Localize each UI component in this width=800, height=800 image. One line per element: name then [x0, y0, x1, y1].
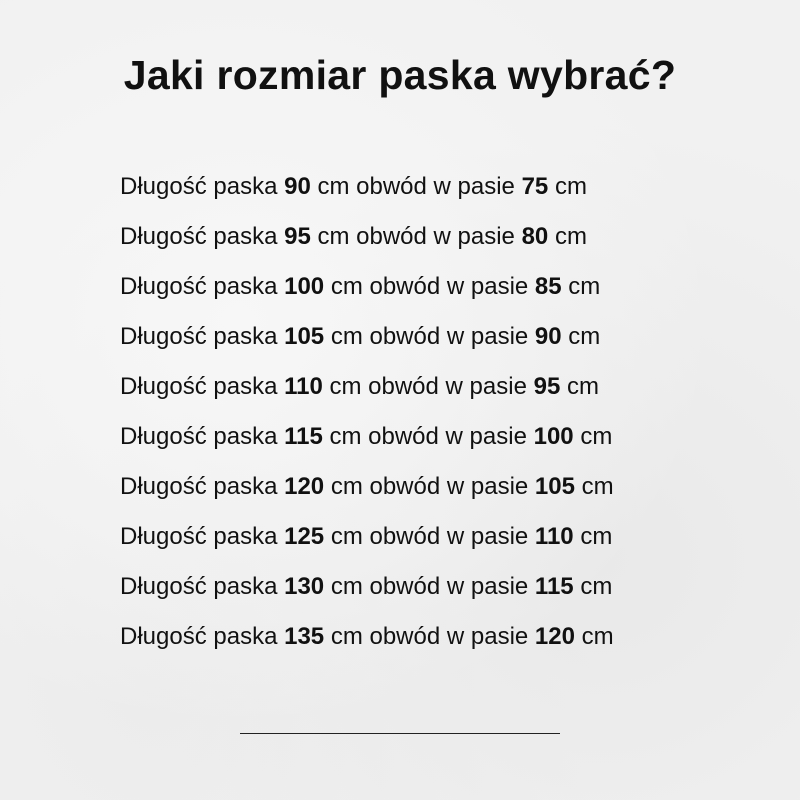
waist-label: obwód w pasie [369, 323, 529, 350]
unit: cm [330, 323, 363, 350]
length-label: Długość paska [120, 573, 278, 600]
unit: cm [554, 173, 587, 200]
size-row: Długość paska 105 cm obwód w pasie 90 cm [120, 320, 614, 370]
size-row: Długość paska 130 cm obwód w pasie 115 c… [120, 570, 614, 620]
unit: cm [329, 373, 362, 400]
waist-label: obwód w pasie [369, 623, 529, 650]
size-row: Długość paska 125 cm obwód w pasie 110 c… [120, 520, 614, 570]
length-label: Długość paska [120, 473, 278, 500]
length-label: Długość paska [120, 523, 278, 550]
waist-label: obwód w pasie [356, 223, 515, 250]
waist-size: 120 [534, 623, 575, 650]
unit: cm [317, 173, 350, 200]
unit: cm [581, 473, 614, 500]
unit: cm [329, 423, 362, 450]
waist-label: obwód w pasie [356, 173, 515, 200]
belt-length: 95 [284, 223, 311, 250]
unit: cm [580, 523, 613, 550]
size-row: Długość paska 115 cm obwód w pasie 100 c… [120, 420, 614, 470]
unit: cm [554, 223, 587, 250]
size-row: Długość paska 120 cm obwód w pasie 105 c… [120, 470, 614, 520]
waist-size: 80 [521, 223, 549, 250]
unit: cm [317, 223, 350, 250]
waist-size: 90 [534, 323, 562, 350]
waist-size: 100 [533, 423, 574, 450]
length-label: Długość paska [120, 373, 278, 400]
belt-length: 110 [284, 373, 323, 400]
waist-size: 105 [534, 473, 575, 500]
unit: cm [330, 573, 363, 600]
length-label: Długość paska [120, 423, 278, 450]
belt-length: 115 [284, 423, 323, 450]
belt-length: 90 [284, 173, 311, 200]
size-row: Długość paska 135 cm obwód w pasie 120 c… [120, 620, 614, 670]
unit: cm [330, 273, 363, 300]
length-label: Długość paska [120, 323, 278, 350]
unit: cm [330, 473, 363, 500]
waist-label: obwód w pasie [369, 273, 529, 300]
size-list: Długość paska 90 cm obwód w pasie 75 cm D… [120, 170, 614, 670]
belt-length: 120 [284, 473, 325, 500]
length-label: Długość paska [120, 173, 278, 200]
waist-size: 95 [533, 373, 561, 400]
length-label: Długość paska [120, 223, 278, 250]
unit: cm [580, 573, 613, 600]
belt-length: 135 [284, 623, 325, 650]
unit: cm [330, 623, 363, 650]
belt-length: 130 [284, 573, 325, 600]
size-row: Długość paska 110 cm obwód w pasie 95 cm [120, 370, 614, 420]
size-row: Długość paska 90 cm obwód w pasie 75 cm [120, 170, 614, 220]
waist-label: obwód w pasie [368, 373, 527, 400]
page-title: Jaki rozmiar paska wybrać? [123, 52, 677, 98]
unit: cm [580, 423, 613, 450]
waist-label: obwód w pasie [369, 523, 529, 550]
waist-size: 85 [534, 273, 562, 300]
unit: cm [330, 523, 363, 550]
waist-label: obwód w pasie [369, 473, 529, 500]
belt-length: 125 [284, 523, 325, 550]
waist-label: obwód w pasie [369, 573, 529, 600]
belt-length: 105 [284, 323, 325, 350]
unit: cm [581, 623, 614, 650]
waist-label: obwód w pasie [368, 423, 527, 450]
unit: cm [568, 323, 601, 350]
waist-size: 115 [534, 573, 574, 600]
waist-size: 110 [534, 523, 574, 550]
size-row: Długość paska 100 cm obwód w pasie 85 cm [120, 270, 614, 320]
length-label: Długość paska [120, 273, 278, 300]
waist-size: 75 [521, 173, 549, 200]
unit: cm [566, 373, 599, 400]
divider [240, 733, 560, 734]
length-label: Długość paska [120, 623, 278, 650]
belt-length: 100 [284, 273, 325, 300]
size-row: Długość paska 95 cm obwód w pasie 80 cm [120, 220, 614, 270]
unit: cm [568, 273, 601, 300]
